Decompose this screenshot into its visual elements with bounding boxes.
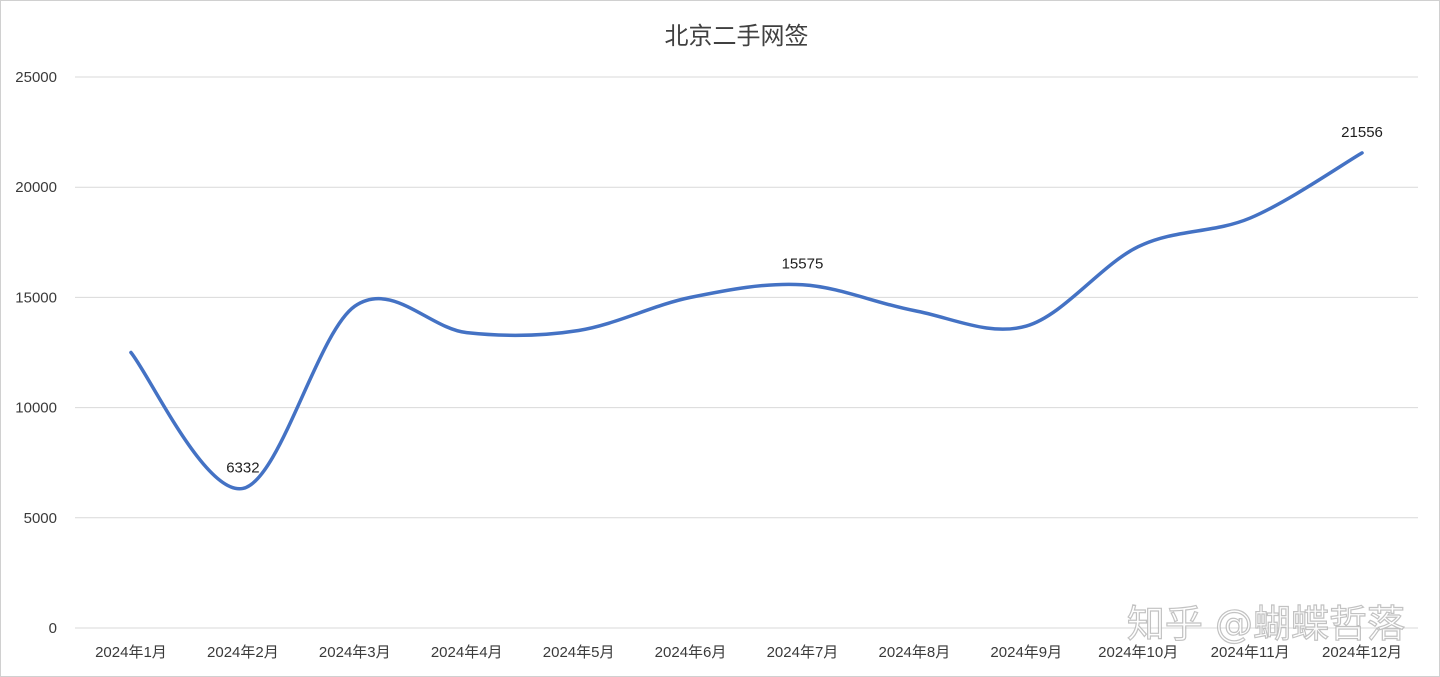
data-labels: 6332 15575 21556 xyxy=(226,124,1383,477)
x-tick-label: 2024年7月 xyxy=(767,644,839,661)
data-label: 21556 xyxy=(1341,124,1383,141)
x-tick-label: 2024年4月 xyxy=(431,644,503,661)
x-tick-label: 2024年1月 xyxy=(95,644,167,661)
x-tick-label: 2024年6月 xyxy=(655,644,727,661)
y-tick-label: 15000 xyxy=(15,289,57,306)
gridlines xyxy=(75,76,1418,629)
x-tick-label: 2024年12月 xyxy=(1322,644,1402,661)
series-line xyxy=(129,151,1364,491)
x-tick-label: 2024年9月 xyxy=(990,644,1062,661)
x-axis-ticks: 2024年1月 2024年2月 2024年3月 2024年4月 2024年5月 2024年… xyxy=(95,644,1402,661)
chart-title: 北京二手网签 xyxy=(665,22,809,50)
x-tick-label: 2024年2月 xyxy=(207,644,279,661)
y-tick-label: 20000 xyxy=(15,179,57,196)
y-tick-label: 0 xyxy=(49,620,57,637)
y-axis-ticks: 0 5000 10000 15000 20000 25000 xyxy=(15,69,57,637)
watermark: 知乎 @蝴蝶哲落 xyxy=(1127,602,1405,646)
data-label: 15575 xyxy=(782,256,824,273)
y-tick-label: 5000 xyxy=(24,510,57,527)
y-tick-label: 25000 xyxy=(15,69,57,86)
data-label: 6332 xyxy=(226,459,259,476)
series-layer xyxy=(129,151,1364,491)
x-tick-label: 2024年11月 xyxy=(1211,644,1290,661)
x-tick-label: 2024年10月 xyxy=(1098,644,1178,661)
x-tick-label: 2024年3月 xyxy=(319,644,391,661)
x-tick-label: 2024年8月 xyxy=(879,644,951,661)
y-tick-label: 10000 xyxy=(15,400,57,417)
x-tick-label: 2024年5月 xyxy=(543,644,615,661)
